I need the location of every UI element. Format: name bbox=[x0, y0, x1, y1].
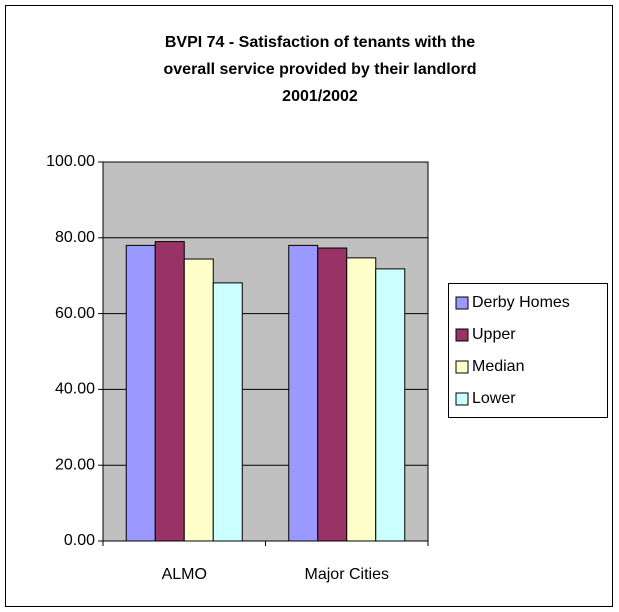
bar bbox=[375, 268, 406, 542]
legend-label: Median bbox=[472, 358, 524, 375]
legend-swatch bbox=[455, 328, 469, 342]
legend-label: Derby Homes bbox=[472, 294, 570, 311]
legend-label: Upper bbox=[472, 326, 516, 343]
y-tick-label: 0.00 bbox=[64, 532, 95, 549]
bar bbox=[317, 247, 348, 542]
chart-title: overall service provided by their landlo… bbox=[164, 61, 477, 78]
legend-box bbox=[448, 283, 608, 418]
y-tick-label: 80.00 bbox=[55, 229, 95, 246]
y-tick-label: 60.00 bbox=[55, 305, 95, 322]
bar bbox=[288, 244, 319, 542]
legend-label: Lower bbox=[472, 390, 516, 407]
legend-swatch bbox=[455, 360, 469, 374]
y-tick-label: 20.00 bbox=[55, 456, 95, 473]
legend-swatch bbox=[455, 392, 469, 406]
chart-title: BVPI 74 - Satisfaction of tenants with t… bbox=[165, 34, 475, 51]
bar bbox=[183, 258, 214, 542]
bar bbox=[212, 282, 243, 542]
x-tick-label: Major Cities bbox=[305, 566, 389, 583]
bar bbox=[125, 244, 156, 542]
bar bbox=[346, 257, 377, 542]
y-tick-label: 100.00 bbox=[46, 153, 95, 170]
chart-title: 2001/2002 bbox=[282, 88, 358, 105]
x-tick-label: ALMO bbox=[162, 566, 207, 583]
y-tick-label: 40.00 bbox=[55, 381, 95, 398]
legend-swatch bbox=[455, 296, 469, 310]
bar bbox=[154, 241, 185, 542]
